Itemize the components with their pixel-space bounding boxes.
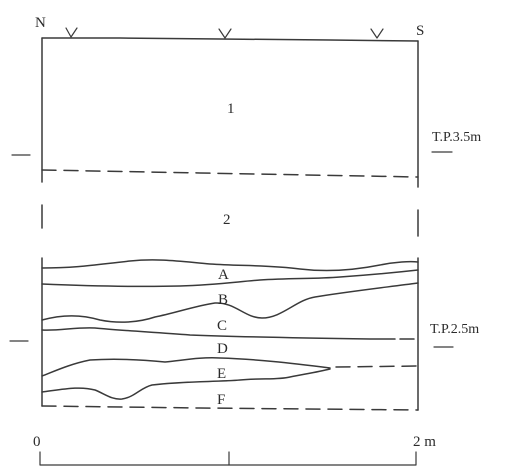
layer-a-label: A [218, 267, 229, 283]
scale-end-label: 2 m [413, 434, 436, 450]
level-label-upper: T.P.3.5m [432, 130, 481, 145]
scale-bar [39, 451, 417, 466]
layer-1-label: 1 [227, 101, 235, 117]
ground-surface-line [41, 37, 419, 42]
a-b-boundary-line [41, 269, 419, 288]
layer-2-label: 2 [223, 212, 231, 228]
surface-mark-1 [65, 27, 78, 38]
level-label-lower: T.P.2.5m [430, 322, 479, 337]
south-label: S [416, 23, 424, 39]
surface-mark-2 [218, 28, 232, 39]
surface-mark-3 [370, 28, 384, 39]
d-e-boundary-dashed-end [335, 365, 419, 368]
layer-c-label: C [217, 318, 227, 334]
layer-e-label: E [217, 366, 226, 382]
layer-d-label: D [217, 341, 228, 357]
layer-f-label: F [217, 392, 225, 408]
scale-start-label: 0 [33, 434, 41, 450]
north-label: N [35, 15, 46, 31]
layer-1-2-boundary [41, 169, 419, 178]
layer-b-label: B [218, 292, 228, 308]
c-d-boundary-line [41, 327, 396, 340]
b-c-boundary-line [41, 282, 419, 323]
d-e-boundary-line [41, 357, 331, 377]
top-of-layer-a-line [41, 259, 419, 272]
section-bottom-line [41, 405, 419, 411]
e-f-boundary-line [41, 368, 331, 400]
